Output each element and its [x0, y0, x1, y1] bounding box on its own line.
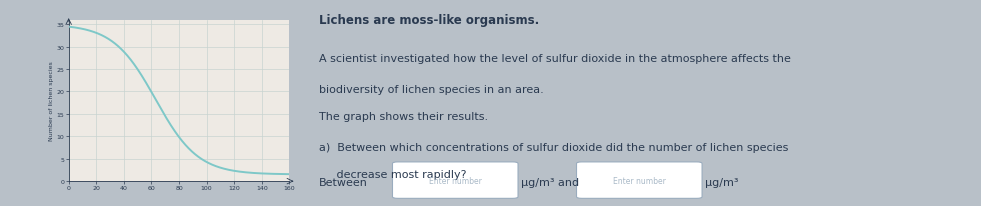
Text: The graph shows their results.: The graph shows their results. [319, 111, 488, 121]
Y-axis label: Number of lichen species: Number of lichen species [49, 61, 54, 141]
FancyBboxPatch shape [392, 162, 518, 198]
Text: Enter number: Enter number [429, 176, 482, 185]
Text: μg/m³ and: μg/m³ and [521, 177, 579, 187]
Text: Lichens are moss-like organisms.: Lichens are moss-like organisms. [319, 14, 540, 27]
Text: μg/m³: μg/m³ [704, 177, 738, 187]
Text: biodiversity of lichen species in an area.: biodiversity of lichen species in an are… [319, 84, 543, 94]
Text: a)  Between which concentrations of sulfur dioxide did the number of lichen spec: a) Between which concentrations of sulfu… [319, 142, 789, 152]
FancyBboxPatch shape [577, 162, 702, 198]
Text: Between: Between [319, 177, 368, 187]
Text: decrease most rapidly?: decrease most rapidly? [319, 169, 466, 179]
Text: A scientist investigated how the level of sulfur dioxide in the atmosphere affec: A scientist investigated how the level o… [319, 54, 791, 63]
Text: Enter number: Enter number [613, 176, 666, 185]
